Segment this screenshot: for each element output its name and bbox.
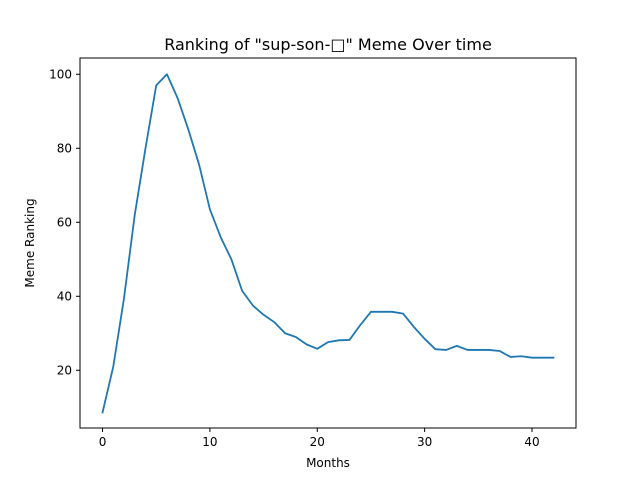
- chart-title: Ranking of "sup-son-□" Meme Over time: [164, 35, 492, 54]
- x-tick-label: 10: [202, 435, 217, 449]
- plot-frame: [79, 57, 577, 429]
- series-line: [101, 73, 555, 414]
- y-axis-label: Meme Ranking: [23, 198, 37, 287]
- x-axis-label: Months: [306, 456, 350, 470]
- x-tick-label: 0: [99, 435, 107, 449]
- plot-area: [80, 58, 576, 428]
- x-tick-label: 20: [310, 435, 325, 449]
- y-tick-label: 100: [49, 67, 72, 81]
- series-layer: [101, 73, 555, 414]
- y-tick-label: 80: [57, 141, 72, 155]
- x-tick-label: 40: [524, 435, 539, 449]
- y-tick-label: 20: [57, 363, 72, 377]
- y-tick-label: 40: [57, 289, 72, 303]
- x-tick-label: 30: [417, 435, 432, 449]
- axis-ticks: 0 10 20 30 40 20 40 60 80 100: [49, 67, 540, 449]
- y-tick-label: 60: [57, 215, 72, 229]
